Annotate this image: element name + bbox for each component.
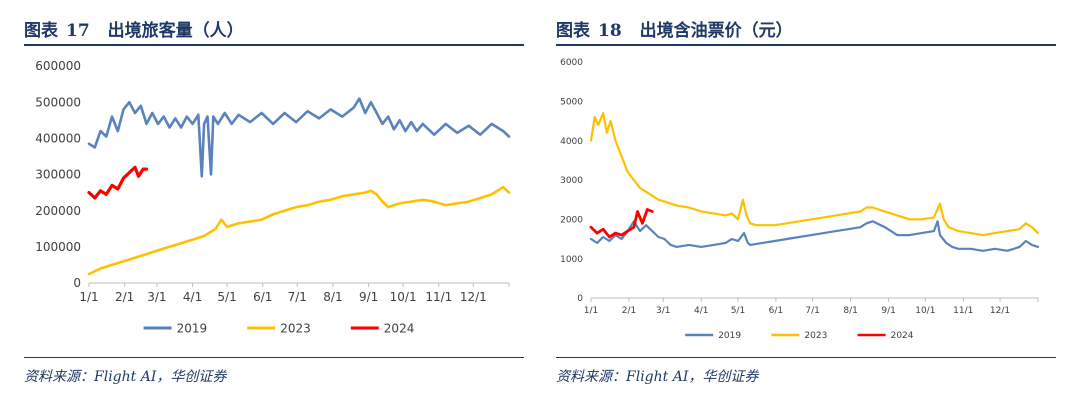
series-line-2023 <box>87 185 511 276</box>
x-tick-label: 3/1 <box>147 290 166 304</box>
y-tick-label: 600000 <box>35 59 81 73</box>
legend-label-2019: 2019 <box>177 321 208 335</box>
series-line-2019 <box>589 220 1040 252</box>
x-tick-label: 8/1 <box>843 306 857 316</box>
title-rule <box>24 44 524 46</box>
x-tick-label: 1/1 <box>79 290 98 304</box>
title-rule <box>556 44 1056 46</box>
y-tick-label: 4000 <box>560 137 583 147</box>
x-tick-label: 4/1 <box>694 306 708 316</box>
bottom-rule <box>24 357 524 358</box>
fare-chart: 0 1000 2000 3000 4000 5000 6000 1/1 2/1 3/1 4/1 5/1… <box>560 58 1040 341</box>
series-line-2024 <box>87 165 149 200</box>
x-tick-label: 9/1 <box>881 306 895 316</box>
x-tick-label: 2/1 <box>115 290 134 304</box>
x-tick-label: 7/1 <box>805 306 819 316</box>
y-tick-label: 1000 <box>560 255 583 265</box>
series-line-2023 <box>589 112 1040 237</box>
x-tick-label: 5/1 <box>731 306 745 316</box>
x-tick-label: 4/1 <box>183 290 202 304</box>
x-tick-label: 6/1 <box>253 290 272 304</box>
x-tick-label: 6/1 <box>769 306 783 316</box>
source-note: 资料来源：Flight AI，华创证券 <box>556 369 759 385</box>
y-tick-label: 200000 <box>35 204 81 218</box>
x-tick-label: 3/1 <box>656 306 670 316</box>
legend-label-2023: 2023 <box>280 321 311 335</box>
x-tick-label: 2/1 <box>622 306 636 316</box>
figure-18-panel: 图表 18 出境含油票价（元） 0 1000 2000 3000 4000 5000 6000 1… <box>556 0 1056 405</box>
passenger-volume-chart: 0 100000 200000 300000 400000 500000 600000 1/1… <box>35 59 511 335</box>
x-tick-label: 10/1 <box>915 306 935 316</box>
chart-title: 出境旅客量（人） <box>107 21 244 41</box>
legend-label-2024: 2024 <box>891 331 914 341</box>
figure-number: 18 <box>598 21 622 41</box>
y-tick-label: 6000 <box>560 58 583 68</box>
legend-label-2019: 2019 <box>718 331 741 341</box>
x-tick-label: 12/1 <box>460 290 487 304</box>
x-tick-label: 12/1 <box>990 306 1010 316</box>
legend-label-2024: 2024 <box>384 321 415 335</box>
y-tick-label: 500000 <box>35 95 81 109</box>
x-tick-label: 7/1 <box>288 290 307 304</box>
x-tick-label: 9/1 <box>359 290 378 304</box>
legend-label-2023: 2023 <box>804 331 827 341</box>
y-tick-label: 0 <box>577 294 583 304</box>
y-tick-label: 100000 <box>35 240 81 254</box>
bottom-rule <box>556 357 1056 358</box>
x-tick-label: 11/1 <box>425 290 452 304</box>
x-tick-label: 5/1 <box>217 290 236 304</box>
y-tick-label: 2000 <box>560 215 583 225</box>
x-tick-label: 10/1 <box>390 290 417 304</box>
figure-17-panel: 图表 17 出境旅客量（人） 0 100000 200000 300000 400000 50… <box>24 0 524 405</box>
x-tick-label: 1/1 <box>584 306 598 316</box>
figure-label: 图表 <box>556 21 590 41</box>
series-line-2019 <box>87 97 511 178</box>
source-note: 资料来源：Flight AI，华创证券 <box>24 369 227 385</box>
figure-label: 图表 <box>24 21 58 41</box>
y-tick-label: 0 <box>73 276 81 290</box>
figure-18-title: 图表 18 出境含油票价（元） <box>556 16 793 41</box>
y-tick-label: 5000 <box>560 97 583 107</box>
figure-number: 17 <box>66 21 90 41</box>
figure-17-title: 图表 17 出境旅客量（人） <box>24 16 244 41</box>
chart-title: 出境含油票价（元） <box>639 21 793 41</box>
y-tick-label: 400000 <box>35 132 81 146</box>
y-tick-label: 3000 <box>560 176 583 186</box>
x-tick-label: 8/1 <box>323 290 342 304</box>
y-tick-label: 300000 <box>35 168 81 182</box>
series-line-2024 <box>589 208 654 239</box>
x-tick-label: 11/1 <box>953 306 973 316</box>
